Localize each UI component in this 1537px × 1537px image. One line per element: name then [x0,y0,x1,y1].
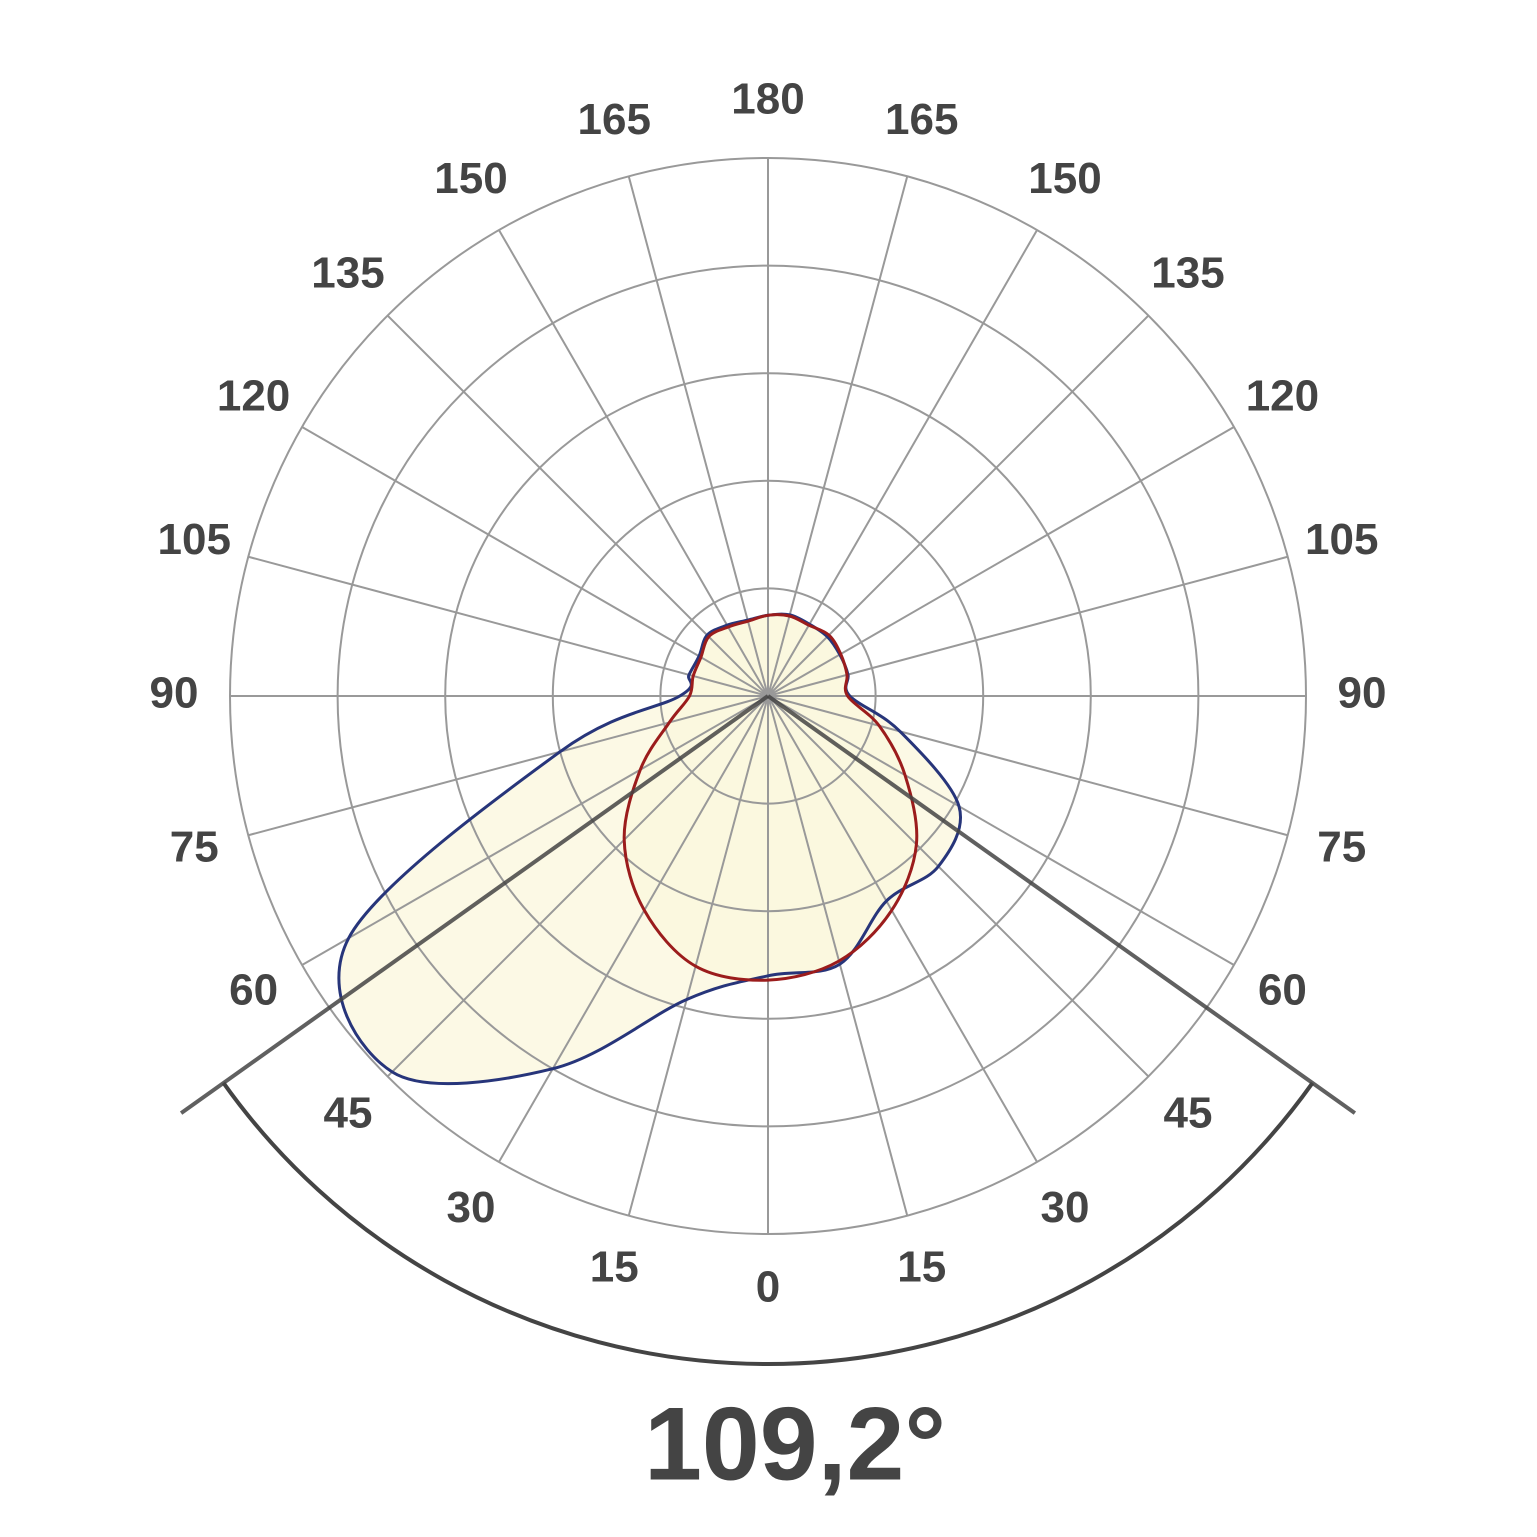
angle-tick-label: 30 [447,1183,496,1232]
grid-spoke [767,176,909,697]
grid-spoke [627,695,769,1216]
angle-tick-label: 90 [1338,669,1387,718]
angle-tick-label: 75 [1317,822,1366,871]
grid-spoke [767,695,1150,1078]
angle-tick-label: 165 [578,95,651,144]
angle-tick-label: 45 [1164,1089,1213,1138]
angle-tick-label: 105 [1305,515,1378,564]
angle-tick-label: 30 [1041,1183,1090,1232]
angle-tick-label: 105 [158,515,231,564]
grid-spoke [767,695,1235,966]
angle-tick-label: 120 [217,372,290,421]
angle-tick-label: 120 [1246,372,1319,421]
beam-arc [221,1081,1315,1367]
grid-spoke [248,555,769,697]
grid-spoke [498,695,769,1163]
beam-line [766,694,1357,1115]
grid-spoke [767,426,1235,697]
grid-spoke [498,229,769,697]
grid-spoke [301,695,769,966]
angle-tick-label: 15 [590,1242,639,1291]
grid-spoke [301,426,769,697]
angle-tick-label: 15 [897,1242,946,1291]
grid-spoke [767,695,1038,1163]
angle-tick-label: 150 [1028,154,1101,203]
angle-tick-label: 150 [434,154,507,203]
angle-tick-label: 180 [731,75,804,124]
angle-tick-label: 60 [1258,966,1307,1015]
grid-spoke [248,695,769,837]
grid-spoke [767,695,1288,837]
grid-spoke [767,555,1288,697]
grid-spoke [386,695,769,1078]
angle-tick-label: 45 [324,1089,373,1138]
beam-line [179,694,770,1115]
series-fill [624,614,917,981]
series-line [622,613,919,982]
angle-tick-label: 0 [756,1263,780,1312]
grid-spoke [767,314,1150,697]
angle-tick-label: 165 [885,95,958,144]
angle-tick-label: 75 [170,822,219,871]
grid-spoke [386,314,769,697]
beam-angle-label: 109,2° [644,1386,946,1502]
angle-tick-label: 60 [229,966,278,1015]
angle-tick-label: 135 [311,249,384,298]
grid-spoke [627,176,769,697]
grid-spoke [767,229,1038,697]
grid-spoke [767,695,909,1216]
angle-tick-label: 90 [150,669,199,718]
angle-tick-label: 135 [1151,249,1224,298]
